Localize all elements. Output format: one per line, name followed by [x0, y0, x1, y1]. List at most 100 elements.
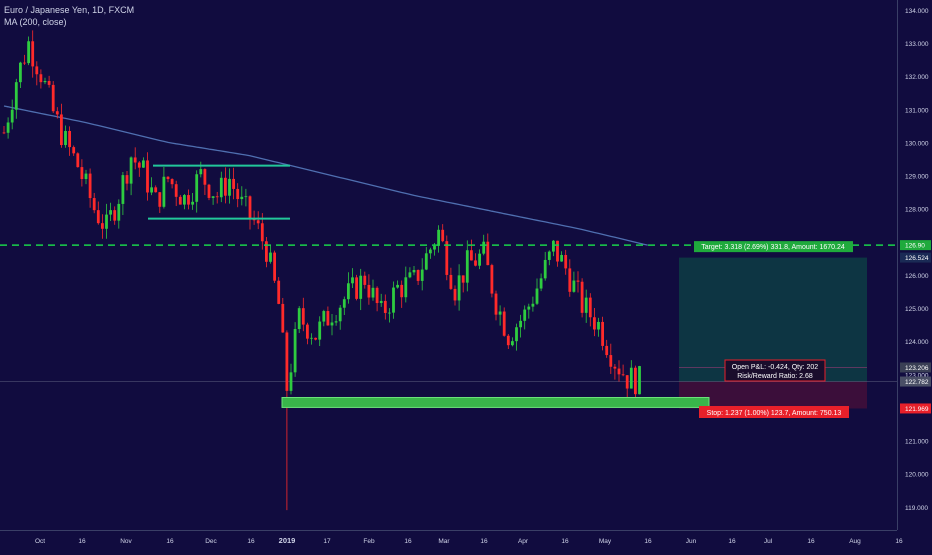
- candle: [170, 178, 174, 189]
- candle-body: [564, 254, 568, 269]
- price-axis[interactable]: 119.000120.000121.000122.000123.000124.0…: [897, 0, 932, 530]
- candle-body: [576, 280, 580, 282]
- candle-body: [92, 198, 96, 211]
- candle: [125, 170, 129, 191]
- candle-body: [338, 307, 342, 322]
- candle: [228, 168, 231, 204]
- y-tick-label: 132.000: [905, 74, 929, 81]
- candle-body: [625, 375, 629, 389]
- candle: [605, 339, 609, 358]
- candle: [277, 277, 281, 305]
- candle: [338, 305, 342, 330]
- candle-body: [281, 303, 285, 333]
- candle-body: [228, 178, 231, 196]
- candle-body: [400, 284, 404, 298]
- candle-body: [629, 367, 633, 389]
- indicator-legend[interactable]: MA (200, close): [4, 17, 67, 27]
- candle-body: [187, 195, 190, 205]
- x-tick-label: 16: [480, 538, 488, 545]
- candle: [289, 363, 293, 395]
- support-zone[interactable]: [281, 397, 710, 408]
- candle: [27, 36, 30, 66]
- candle-body: [310, 337, 313, 339]
- candle-body: [552, 240, 555, 252]
- candle: [31, 30, 35, 78]
- position-labels: Target: 3.318 (2.69%) 331.8, Amount: 167…: [694, 241, 853, 418]
- candle: [142, 157, 145, 168]
- candle: [498, 305, 502, 326]
- y-tick-label: 128.000: [905, 207, 929, 214]
- candle-body: [150, 187, 153, 193]
- candle-body: [285, 332, 289, 391]
- candle: [478, 249, 481, 270]
- candle: [597, 317, 600, 337]
- stop-label-bg: [699, 406, 849, 418]
- candle-body: [203, 169, 207, 185]
- y-tick-label: 124.000: [905, 339, 929, 346]
- candle: [453, 285, 457, 306]
- candle-body: [64, 130, 67, 146]
- candle: [269, 244, 272, 264]
- entry-price-tag: 122.782: [905, 379, 929, 386]
- candle: [248, 195, 252, 230]
- candle: [617, 360, 621, 382]
- candle: [367, 274, 371, 305]
- candle-body: [273, 252, 276, 281]
- moving-average-line: [3, 105, 648, 246]
- candle: [39, 69, 43, 89]
- secondary-price-tag-bg: [900, 362, 931, 373]
- candle-body: [502, 311, 506, 336]
- candle: [96, 201, 100, 225]
- candle: [388, 308, 391, 323]
- candle-body: [355, 277, 358, 299]
- candle-body: [211, 196, 215, 198]
- candle: [162, 166, 166, 209]
- candle: [470, 239, 473, 261]
- candle-body: [535, 288, 539, 304]
- candle: [133, 147, 137, 170]
- candle-body: [322, 311, 326, 322]
- candle-body: [23, 62, 26, 64]
- candle-body: [109, 210, 112, 215]
- candle-body: [588, 297, 592, 318]
- candle: [564, 249, 568, 275]
- y-tick-label: 121.000: [905, 439, 929, 446]
- upper-price-tag: 126.524: [905, 255, 929, 262]
- candle-body: [470, 250, 473, 261]
- candle-body: [543, 259, 547, 279]
- candle-body: [297, 308, 301, 330]
- y-tick-label: 123.000: [905, 372, 929, 379]
- candle: [416, 269, 420, 286]
- candle-body: [445, 241, 449, 275]
- candle-body: [105, 214, 108, 229]
- candle: [240, 186, 244, 206]
- candle-body: [613, 366, 617, 369]
- candle-body: [224, 177, 227, 196]
- target-price-tag: 126.90: [905, 243, 925, 250]
- candle-body: [146, 160, 149, 193]
- entry-price-tag-bg: [900, 376, 931, 387]
- candle-body: [584, 297, 588, 313]
- candle: [629, 360, 633, 389]
- candle: [392, 281, 395, 319]
- candle: [10, 99, 14, 130]
- candle: [14, 78, 18, 119]
- candle-body: [269, 252, 272, 262]
- candle: [437, 225, 440, 253]
- candle-body: [638, 366, 641, 395]
- candle: [580, 278, 584, 318]
- candle-body: [486, 241, 490, 266]
- time-axis[interactable]: Oct 16 Nov 16 Dec 16 2019 17 Feb 16 Mar 16 Apr 16 May 1…: [0, 530, 903, 546]
- x-tick-label: Apr: [518, 538, 529, 545]
- candle-body: [527, 306, 531, 310]
- candle: [379, 293, 383, 307]
- x-tick-label: 16: [807, 538, 815, 545]
- candle-body: [351, 277, 354, 284]
- candle-body: [424, 253, 428, 270]
- candle: [523, 305, 527, 330]
- candle-body: [601, 321, 604, 346]
- candle-body: [498, 311, 502, 315]
- candle-body: [244, 196, 248, 198]
